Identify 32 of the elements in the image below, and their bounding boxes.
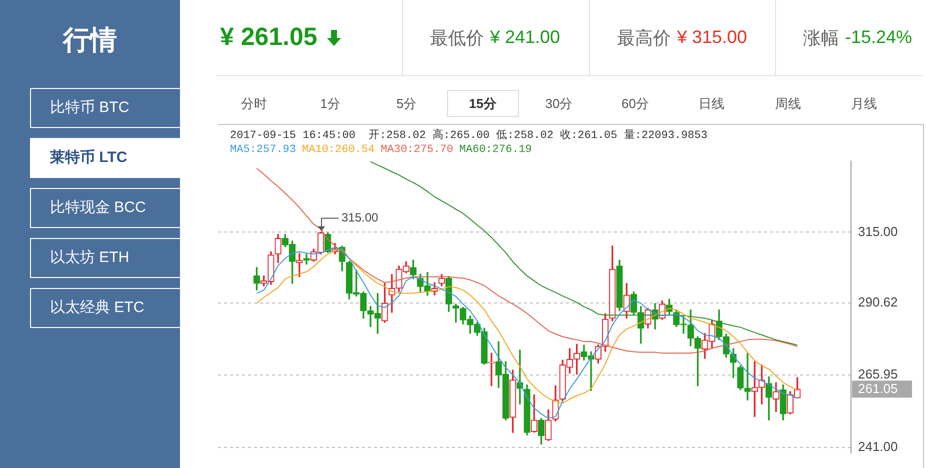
text: 261.05 [858, 381, 898, 396]
tab: 15分 [446, 90, 519, 117]
annotation: 315.00 [342, 210, 379, 225]
text: 30分 [545, 96, 573, 111]
text: MA5:257.93 [230, 144, 296, 156]
text: 60分 [622, 96, 649, 111]
y-tick-label: 290.62 [858, 294, 898, 310]
text: 2017-09-15 16:45:00 开:258.02 高:265.00 低:258.02 收:261.05 量:22093.9853 [230, 129, 708, 143]
text: MA60:276.19 [459, 144, 532, 156]
text: 月线 [851, 96, 877, 111]
y-tick-label: 315.00 [858, 224, 898, 239]
text: 涨幅 -15.24% [803, 26, 912, 50]
menu-button: 以太坊 ETH [30, 238, 180, 278]
candlestick [488, 352, 495, 386]
text: 周线 [774, 96, 801, 111]
text: 日线 [698, 96, 724, 111]
candlestick [744, 352, 751, 400]
text: 5分 [396, 96, 417, 111]
menu-button: 莱特币 LTC [30, 138, 180, 178]
menu-button: 比特现金 BCC [30, 188, 180, 228]
menu-button: 比特币 BTC [30, 88, 180, 128]
text: ¥ 261.05 [220, 23, 318, 52]
y-tick-label: 241.00 [858, 438, 898, 454]
text: 最高价 ¥ 315.00 [617, 26, 748, 50]
text: MA30:275.70 [380, 144, 454, 156]
y-tick-label: 265.95 [858, 366, 898, 382]
text: 分时 [241, 96, 267, 111]
text: 1分 [320, 96, 340, 111]
text: 行情 [61, 24, 118, 57]
text: MA10:260.54 [302, 144, 375, 156]
text: 最低价 ¥ 241.00 [430, 26, 560, 50]
menu-button: 以太经典 ETC [30, 288, 180, 328]
